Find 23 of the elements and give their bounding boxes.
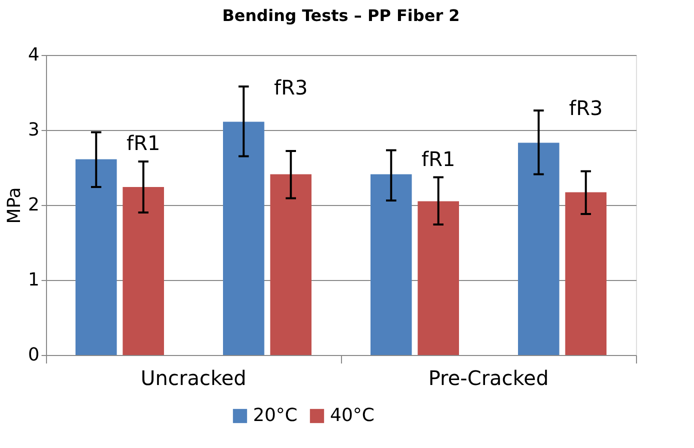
text: Uncracked (140, 366, 246, 390)
x-tick-label: fR1 (126, 131, 160, 155)
bar (122, 187, 164, 355)
bar (76, 159, 117, 355)
y-tick-label: 1 (28, 270, 40, 290)
legend-label: 40°C (330, 405, 374, 426)
y-tick-label: 4 (28, 44, 40, 66)
text: Pre-Cracked (428, 366, 549, 390)
bar (270, 174, 312, 355)
y-tick-label: 2 (28, 194, 40, 216)
chart-title: Bending Tests – PP Fiber 2 (222, 6, 460, 25)
bar (223, 122, 264, 355)
x-tick-label: fR3 (274, 76, 308, 100)
bar (565, 192, 606, 355)
y-tick-label: 0 (28, 344, 40, 366)
bar (370, 174, 412, 355)
x-tick-label: fR1 (422, 146, 456, 171)
bar (518, 142, 560, 355)
y-tick-label: 3 (28, 120, 40, 140)
x-tick-label: fR3 (569, 96, 603, 120)
bar (418, 201, 459, 355)
y-axis-title: MPa (4, 187, 26, 224)
legend-label: 20°C (253, 405, 298, 426)
